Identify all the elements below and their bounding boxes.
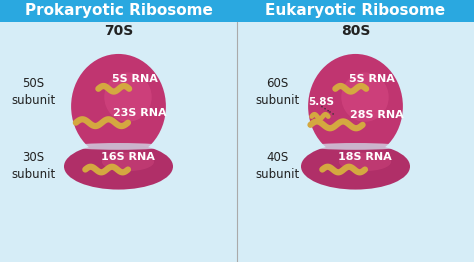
Text: 23S RNA: 23S RNA xyxy=(113,107,167,117)
FancyBboxPatch shape xyxy=(0,0,237,21)
Ellipse shape xyxy=(71,54,166,159)
Text: Eukaryotic Ribosome: Eukaryotic Ribosome xyxy=(265,3,446,18)
Text: Prokaryotic Ribosome: Prokaryotic Ribosome xyxy=(25,3,212,18)
Text: 50S
subunit: 50S subunit xyxy=(11,78,55,107)
Text: 30S
subunit: 30S subunit xyxy=(11,151,55,182)
Text: 80S: 80S xyxy=(341,24,370,38)
Ellipse shape xyxy=(339,152,391,171)
Text: 70S: 70S xyxy=(104,24,133,38)
Ellipse shape xyxy=(102,152,154,171)
Ellipse shape xyxy=(104,72,152,122)
Ellipse shape xyxy=(307,143,404,150)
Text: 28S RNA: 28S RNA xyxy=(350,110,404,120)
Text: 16S RNA: 16S RNA xyxy=(101,152,155,162)
Ellipse shape xyxy=(70,143,167,150)
Text: 18S RNA: 18S RNA xyxy=(338,152,392,162)
Ellipse shape xyxy=(308,54,403,159)
Ellipse shape xyxy=(64,143,173,190)
FancyBboxPatch shape xyxy=(237,0,474,21)
Ellipse shape xyxy=(341,72,389,122)
Ellipse shape xyxy=(301,143,410,190)
Text: 5S RNA: 5S RNA xyxy=(349,74,395,84)
Text: 5.8S: 5.8S xyxy=(309,97,334,107)
Text: 60S
subunit: 60S subunit xyxy=(255,78,300,107)
Text: 5S RNA: 5S RNA xyxy=(112,74,158,84)
Text: 40S
subunit: 40S subunit xyxy=(255,151,300,182)
